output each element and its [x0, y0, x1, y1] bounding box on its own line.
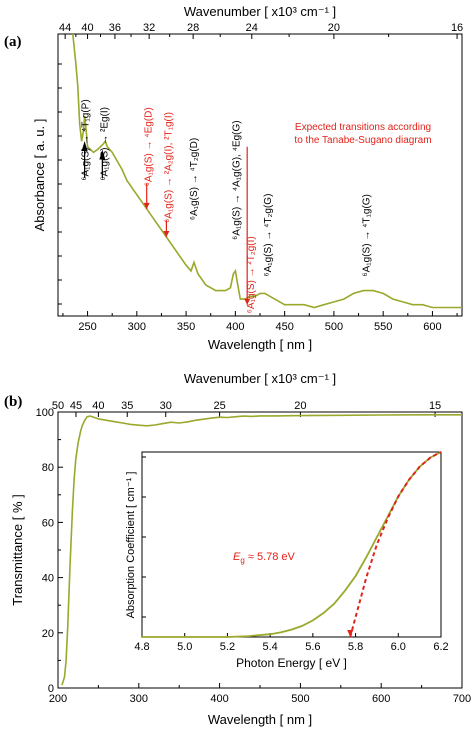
panel-b-top-tick-label: 15 — [429, 400, 441, 412]
panel-a-transition-label: ⁶A₁g(S) → ⁴T₂g(G) — [263, 194, 274, 277]
panel-a-expected-transition-label: ⁶A₁g(S) → ²T₂g(I) — [246, 236, 257, 313]
panel-a-top-tick-label: 36 — [109, 22, 121, 34]
panel-a-transition-label: ⁶A₁g(S) → ⁴T₂g(D) — [189, 138, 200, 220]
panel-b-y-tick-label: 0 — [48, 683, 54, 695]
inset-x-axis-label: Photon Energy [ eV ] — [236, 656, 347, 670]
panel-a-arrowhead — [81, 141, 88, 152]
inset-x-tick-label: 5.0 — [177, 641, 192, 653]
panel-b-x-tick-label: 700 — [453, 693, 471, 705]
panel-a-top-tick-label: 16 — [451, 22, 463, 34]
panel-b-x-tick-label: 500 — [291, 693, 309, 705]
panel-b-top-tick-label: 45 — [70, 400, 82, 412]
panel-b-top-tick-label: 50 — [52, 400, 64, 412]
panel-a-x-tick-label: 500 — [325, 321, 343, 333]
panel-b-y-tick-label: 60 — [42, 517, 54, 529]
panel-a-frame — [57, 33, 463, 317]
panel-a-note: Expected transitions according — [295, 122, 431, 133]
panel-a-top-tick-label: 24 — [246, 22, 258, 34]
panel-b-x-axis-label: Wavelength [ nm ] — [208, 712, 312, 727]
panel-a-x-tick-label: 300 — [128, 321, 146, 333]
inset-fit-line — [349, 451, 442, 638]
inset-x-tick-label: 5.8 — [348, 641, 363, 653]
panel-a-transition-label: ⁶A₁g(S) → ⁴A₁g(G), ⁴Eg(G) — [231, 120, 242, 239]
panel-a-label: (a) — [4, 34, 22, 50]
panel-a-red-arrowhead — [244, 298, 251, 305]
inset-frame — [141, 451, 442, 638]
panel-a-x-tick-label: 600 — [423, 321, 441, 333]
panel-b-y-tick-label: 100 — [36, 407, 54, 419]
panel-a-x-tick-label: 350 — [177, 321, 195, 333]
panel-b-top-axis-label: Wavenumber [ x10³ cm⁻¹ ] — [184, 371, 336, 386]
panel-a-x-tick-label: 450 — [275, 321, 293, 333]
panel-b-top-tick-label: 35 — [121, 400, 133, 412]
panel-a-expected-transition-label: ⁶A₁g(S) → ²A₂g(I), ²T₁g(I) — [163, 112, 174, 223]
inset-x-tick-label: 5.4 — [262, 641, 277, 653]
inset-x-tick-label: 4.8 — [134, 641, 149, 653]
inset-y-axis-label: Absorption Coefficient [ cm⁻¹ ] — [125, 472, 137, 619]
panel-b-top-tick-label: 40 — [92, 400, 104, 412]
panel-b-top-tick-label: 25 — [213, 400, 225, 412]
panel-a-note: to the Tanabe-Sugano diagram — [294, 135, 431, 146]
inset-x-tick-label: 5.6 — [305, 641, 320, 653]
inset-x-tick-label: 6.0 — [391, 641, 406, 653]
panel-b-x-tick-label: 200 — [49, 693, 67, 705]
panel-b-y-tick-label: 80 — [42, 462, 54, 474]
panel-a-x-tick-label: 400 — [226, 321, 244, 333]
panel-a-top-tick-label: 40 — [81, 22, 93, 34]
panel-a-x-tick-label: 550 — [374, 321, 392, 333]
panel-b-y-axis-label: Transmittance [ % ] — [10, 494, 25, 606]
panel-a-absorbance-line — [72, 33, 462, 309]
panel-b-label: (b) — [4, 394, 22, 410]
panel-a-top-tick-label: 32 — [143, 22, 155, 34]
inset-x-tick-label: 5.2 — [220, 641, 235, 653]
panel-a-top-tick-label: 20 — [328, 22, 340, 34]
panel-a-transition-label: ⁶A₁g(S) → ²Eg(I) — [99, 107, 110, 181]
panel-a-transition-label: ⁶A₁g(S) → ⁴T₁g(G) — [361, 194, 372, 276]
panel-a-top-axis-label: Wavenumber [ x10³ cm⁻¹ ] — [184, 4, 336, 19]
panel-b-y-tick-label: 20 — [42, 628, 54, 640]
panel-b-x-tick-label: 600 — [372, 693, 390, 705]
inset-x-tick-label: 6.2 — [433, 641, 448, 653]
panel-a-red-arrowhead — [143, 202, 150, 209]
panel-b-y-tick-label: 40 — [42, 573, 54, 585]
inset-bandgap-label: Eg ≈ 5.78 eV — [233, 551, 296, 565]
panel-a-x-tick-label: 250 — [78, 321, 96, 333]
inset-fit-arrowhead — [347, 630, 354, 637]
panel-a-red-arrowhead — [163, 231, 170, 238]
panel-b-top-tick-label: 30 — [160, 400, 172, 412]
panel-a-top-tick-label: 28 — [187, 22, 199, 34]
panel-a-y-axis-label: Absorbance [ a. u. ] — [32, 119, 47, 232]
panel-a-transition-label: ⁶A₁g(S) → ⁴T₁g(P) — [81, 99, 92, 180]
panel-a-expected-transition-label: ⁶A₁g(S) → ⁴Eg(D) — [144, 107, 155, 186]
panel-a-top-tick-label: 44 — [59, 22, 71, 34]
panel-b-transmittance-line — [61, 414, 462, 686]
panel-a-arrowhead — [99, 149, 106, 160]
panel-b-top-tick-label: 20 — [294, 400, 306, 412]
panel-a-x-axis-label: Wavelength [ nm ] — [208, 337, 312, 352]
panel-b-x-tick-label: 300 — [130, 693, 148, 705]
panel-b-x-tick-label: 400 — [210, 693, 228, 705]
